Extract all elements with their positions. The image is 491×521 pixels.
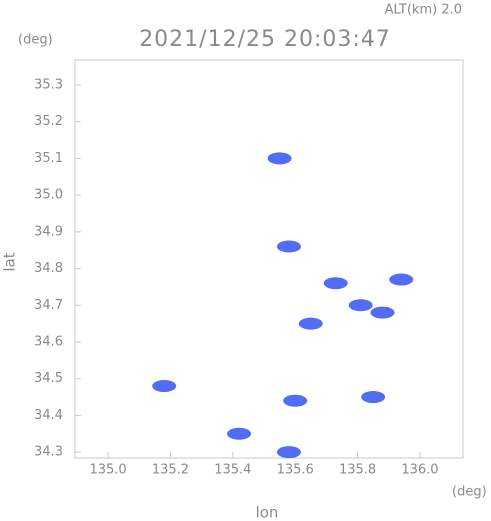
echo [152, 380, 177, 393]
y-tick-label: 34.5 [34, 371, 63, 386]
y-tick-label: 34.9 [34, 224, 63, 239]
x-tick-label: 136.0 [401, 463, 438, 478]
echo [389, 273, 414, 286]
echo [267, 152, 292, 165]
y-tick-label: 34.8 [34, 261, 63, 276]
y-tick-label: 34.3 [34, 445, 63, 460]
x-tick-label: 135.0 [89, 463, 126, 478]
y-unit: (deg) [18, 33, 53, 48]
x-unit: (deg) [452, 485, 487, 500]
echo [298, 317, 323, 330]
y-axis-label: lat [1, 252, 19, 271]
echo [361, 391, 386, 404]
x-tick-label: 135.6 [277, 463, 314, 478]
echo [227, 427, 252, 440]
echo [370, 306, 395, 319]
y-tick-label: 35.2 [34, 114, 63, 129]
x-tick-label: 135.4 [214, 463, 251, 478]
y-tick-label: 35.3 [34, 77, 63, 92]
y-tick-label: 34.6 [34, 334, 63, 349]
y-tick-label: 34.7 [34, 298, 63, 313]
echo [283, 394, 308, 407]
y-tick-label: 34.4 [34, 408, 63, 423]
echo [276, 240, 301, 253]
chart-title: 2021/12/25 20:03:47 [139, 27, 391, 52]
x-axis-label: lon [256, 504, 279, 521]
echo [323, 277, 348, 290]
y-tick-label: 35.1 [34, 151, 63, 166]
altitude: ALT(km) 2.0 [385, 3, 462, 18]
echo [276, 446, 301, 459]
echo [348, 299, 373, 312]
x-tick-label: 135.2 [152, 463, 189, 478]
plot-frame [74, 59, 464, 459]
y-tick-label: 35.0 [34, 188, 63, 203]
x-tick-label: 135.8 [339, 463, 376, 478]
